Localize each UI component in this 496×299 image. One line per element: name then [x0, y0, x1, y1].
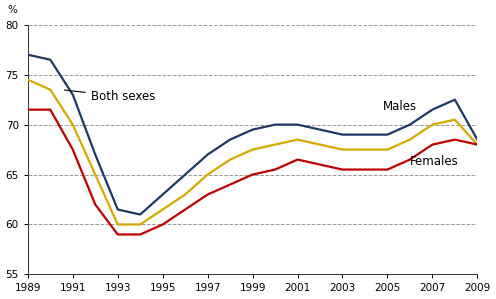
Text: %: % [7, 5, 17, 15]
Text: Both sexes: Both sexes [64, 90, 155, 103]
Text: Males: Males [383, 100, 417, 113]
Text: Females: Females [410, 155, 459, 168]
